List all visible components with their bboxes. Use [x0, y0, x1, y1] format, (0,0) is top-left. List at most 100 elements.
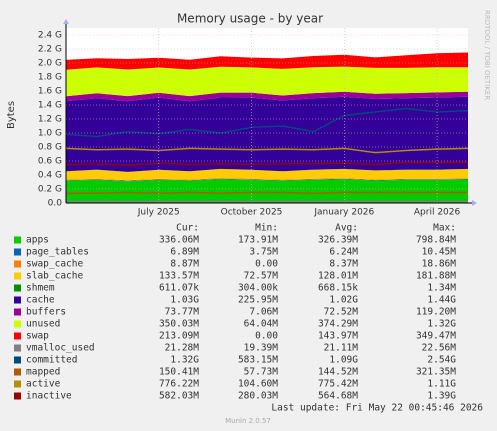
legend-swatch [14, 296, 21, 304]
legend-value: 0.00 [255, 259, 278, 270]
y-tick-label: 0.0 [48, 199, 63, 209]
area [66, 66, 468, 97]
y-tick-label: 1.2 G [38, 115, 62, 125]
legend-label: slab_cache [26, 271, 83, 282]
legend-swatch [14, 236, 21, 244]
legend-swatch [14, 344, 21, 352]
legend-value: 1.09G [329, 355, 358, 366]
legend-label: cache [26, 295, 55, 306]
legend-value: 6.89M [170, 247, 199, 258]
y-tick-label: 1.0 G [38, 129, 62, 139]
legend-value: 181.88M [416, 271, 456, 282]
legend-header: Max: [433, 223, 456, 234]
legend-swatch [14, 356, 21, 364]
y-tick-label: 0.6 G [38, 157, 62, 167]
y-tick-label: 1.8 G [38, 73, 62, 83]
x-tick-label: October 2025 [221, 208, 283, 218]
legend-value: 280.03M [238, 391, 278, 402]
legend-value: 349.47M [416, 331, 456, 342]
area [66, 179, 468, 203]
legend-value: 776.22M [159, 379, 199, 390]
area [66, 168, 468, 181]
y-tick-label: 2.0 G [38, 59, 62, 69]
legend-label: swap_cache [26, 259, 83, 270]
legend-value: 225.95M [238, 295, 278, 306]
line [65, 107, 469, 138]
chart-title: Memory usage - by year [177, 12, 323, 26]
line [65, 147, 469, 154]
y-tick-label: 2.4 G [38, 31, 62, 41]
legend-value: 72.52M [324, 307, 359, 318]
legend-value: 1.34M [427, 283, 456, 294]
legend-value: 798.84M [416, 235, 456, 246]
legend-value: 73.77M [165, 307, 200, 318]
x-arrow [472, 200, 477, 206]
legend-swatch [14, 248, 21, 256]
legend-swatch [14, 332, 21, 340]
legend-value: 7.06M [249, 307, 278, 318]
legend-label: apps [26, 235, 49, 246]
legend-value: 326.39M [318, 235, 358, 246]
legend-value: 64.04M [244, 319, 279, 330]
legend-value: 6.24M [329, 247, 358, 258]
legend-label: active [26, 379, 61, 390]
side-text: RRDTOOL / TOBI OETIKER [483, 10, 491, 100]
legend-value: 213.09M [159, 331, 199, 342]
x-tick-label: July 2025 [137, 208, 180, 218]
plot [65, 52, 469, 203]
legend-value: 18.86M [422, 259, 457, 270]
legend-value: 144.52M [318, 367, 358, 378]
legend-value: 22.56M [422, 343, 457, 354]
legend-label: mapped [26, 367, 60, 378]
legend-label: swap [26, 331, 49, 342]
legend-swatch [14, 320, 21, 328]
line [66, 191, 468, 194]
area [66, 91, 468, 102]
y-tick-label: 1.4 G [38, 101, 62, 111]
legend-label: unused [26, 319, 60, 330]
legend-value: 304.00k [238, 283, 278, 294]
legend-value: 1.44G [427, 295, 456, 306]
legend-label: shmem [26, 283, 55, 294]
y-axis-label: Bytes [6, 101, 17, 129]
legend-value: 2.54G [427, 355, 456, 366]
legend-value: 173.91M [238, 235, 278, 246]
legend-value: 3.75M [249, 247, 278, 258]
legend-value: 0.00 [255, 331, 278, 342]
y-tick-label: 0.4 G [38, 171, 62, 181]
legend-swatch [14, 284, 21, 292]
legend-value: 336.06M [159, 235, 199, 246]
legend-header: Avg: [335, 223, 358, 234]
legend-value: 119.20M [416, 307, 456, 318]
area [66, 178, 468, 181]
legend-value: 57.73M [244, 367, 279, 378]
legend-value: 564.68M [318, 391, 358, 402]
area [66, 52, 468, 70]
legend-value: 350.03M [159, 319, 199, 330]
legend-value: 1.03G [170, 295, 199, 306]
y-arrow [63, 19, 69, 24]
legend-value: 1.39G [427, 391, 456, 402]
legend-value: 19.39M [244, 343, 279, 354]
legend-label: committed [26, 355, 77, 366]
legend-label: page_tables [26, 247, 89, 258]
legend-value: 133.57M [159, 271, 199, 282]
legend-value: 611.07k [159, 283, 199, 294]
y-tick-label: 0.8 G [38, 143, 62, 153]
legend-swatch [14, 308, 21, 316]
line [65, 161, 468, 166]
area [66, 96, 468, 172]
legend-value: 150.41M [159, 367, 199, 378]
footer: Munin 2.0.57 [225, 417, 271, 425]
last-update: Last update: Fri May 22 00:45:46 2026 [271, 403, 483, 414]
y-tick-label: 0.2 G [38, 185, 62, 195]
legend-value: 1.32G [170, 355, 199, 366]
legend-label: vmalloc_used [26, 343, 95, 354]
legend-swatch [14, 392, 21, 400]
legend-value: 128.01M [318, 271, 358, 282]
y-tick-label: 1.6 G [38, 87, 62, 97]
legend-value: 668.15k [318, 283, 358, 294]
legend-value: 21.28M [165, 343, 200, 354]
y-tick-label: 2.2 G [38, 45, 62, 55]
